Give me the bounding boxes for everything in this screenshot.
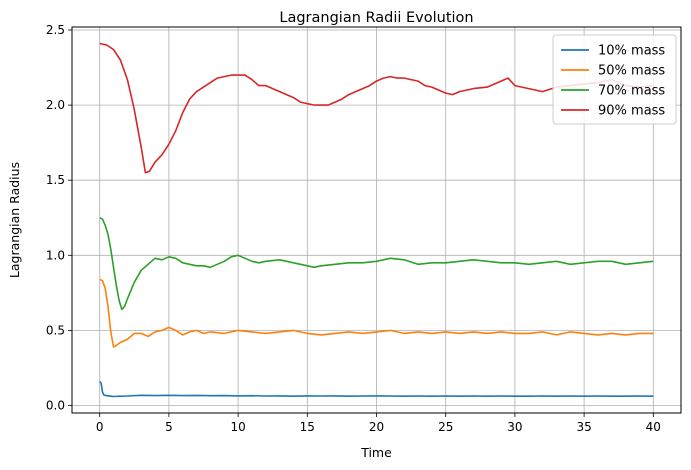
y-tick-label: 1.5: [46, 173, 65, 187]
y-tick-label: 2.5: [46, 23, 65, 37]
legend-label: 10% mass: [598, 44, 665, 59]
chart-title: Lagrangian Radii Evolution: [279, 10, 473, 26]
x-tick-label: 35: [576, 420, 591, 434]
legend-box: [552, 34, 677, 125]
x-axis-label: Time: [360, 445, 392, 460]
x-tick-label: 0: [96, 420, 104, 434]
y-tick-label: 0.5: [46, 323, 65, 337]
series-line-4: [99, 42, 654, 174]
y-tick-label: 1.0: [46, 248, 65, 262]
legend-label: 50% mass: [598, 64, 665, 79]
y-axis-label: Lagrangian Radius: [7, 162, 22, 278]
x-tick-label: 30: [507, 420, 522, 434]
x-tick-label: 20: [369, 420, 384, 434]
x-axis-ticks: 0 5 10 15 20 25 30 35 40: [96, 413, 661, 434]
y-tick-label: 0.0: [46, 398, 65, 412]
legend: 10% mass 50% mass 70% mass 90% mass: [552, 34, 677, 125]
x-tick-label: 40: [646, 420, 661, 434]
legend-label: 70% mass: [598, 84, 665, 99]
series-line-3: [99, 216, 654, 311]
y-tick-label: 2.0: [46, 98, 65, 112]
x-tick-label: 10: [230, 420, 245, 434]
legend-label: 90% mass: [598, 104, 665, 119]
series-layer: [99, 42, 654, 398]
x-tick-label: 5: [165, 420, 173, 434]
x-tick-label: 25: [438, 420, 453, 434]
series-line-2: [99, 278, 654, 348]
series-line-1: [99, 380, 654, 398]
y-axis-ticks: 0.0 0.5 1.0 1.5 2.0 2.5: [46, 23, 72, 412]
x-tick-label: 15: [300, 420, 315, 434]
